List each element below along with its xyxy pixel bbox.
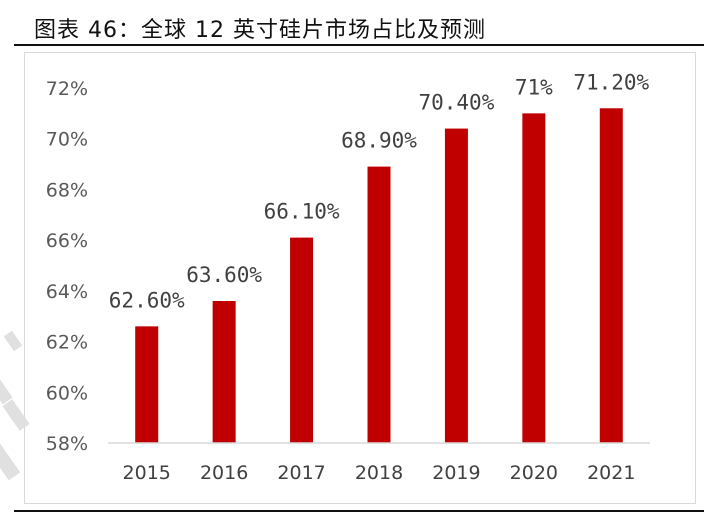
data-label-2021: 71.20% [573, 70, 649, 94]
y-tick-label: 58% [46, 433, 88, 455]
y-tick-label: 60% [46, 382, 88, 404]
page-title: 图表 46：全球 12 英寸硅片市场占比及预测 [34, 18, 486, 43]
bar-2020 [522, 113, 546, 443]
data-label-2016: 63.60% [186, 263, 262, 287]
data-label-2017: 66.10% [264, 200, 340, 224]
x-axis: 2015 2016 2017 2018 2019 2020 2021 [108, 442, 650, 484]
y-tick-label: 68% [46, 179, 88, 201]
y-tick-label: 62% [46, 332, 88, 354]
data-label-2020: 71% [515, 75, 553, 99]
y-tick-label: 66% [46, 230, 88, 252]
bar-2015 [135, 326, 159, 443]
data-labels: 62.60%63.60% 66.10% 68.90%70.40% 71% 71.20% [109, 70, 650, 312]
bar-2021 [599, 108, 623, 444]
watermark-fragment [0, 330, 30, 481]
bar-2017 [290, 237, 314, 443]
top-rule [14, 44, 704, 46]
y-tick-label: 64% [46, 281, 88, 303]
bar-2019 [444, 128, 468, 444]
chart-frame [24, 52, 696, 504]
x-tick-label: 2016 [200, 462, 248, 484]
x-tick-label: 2017 [277, 462, 325, 484]
bars [135, 108, 623, 444]
watermark-strokes [0, 330, 30, 481]
y-tick-label: 70% [46, 129, 88, 151]
x-tick-label: 2015 [123, 462, 171, 484]
data-label-2019: 70.40% [418, 91, 494, 115]
x-tick-label: 2019 [432, 462, 480, 484]
x-tick-label: 2021 [587, 462, 635, 484]
x-tick-label: 2020 [510, 462, 558, 484]
y-tick-label: 72% [46, 78, 88, 100]
bar-2016 [212, 301, 236, 443]
title-bar: 图表 46：全球 12 英寸硅片市场占比及预测 [14, 6, 704, 43]
y-axis: 58% 60% 62% 64% 66% 68% 70% 72% [46, 78, 88, 455]
x-tick-label: 2018 [355, 462, 403, 484]
data-label-2015: 62.60% [109, 288, 185, 312]
bottom-rule [14, 510, 704, 512]
data-label-2018: 68.90% [341, 129, 417, 153]
bar-2018 [367, 166, 391, 443]
